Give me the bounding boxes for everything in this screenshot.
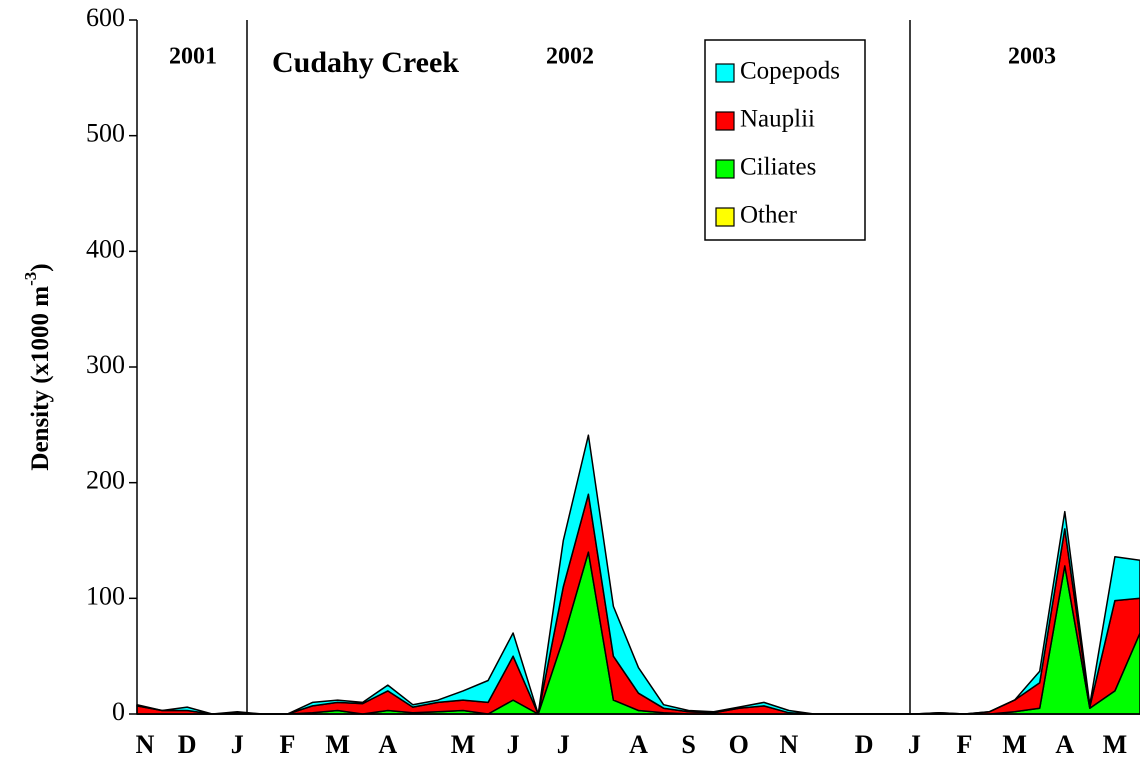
- y-axis-label: Density (x1000 m-3): [21, 263, 54, 470]
- area: [136, 434, 1140, 715]
- y-tick-label: 500: [86, 119, 125, 148]
- x-tick-label: D: [855, 730, 874, 759]
- x-tick-label: A: [1055, 730, 1074, 759]
- legend-swatch: [715, 207, 735, 227]
- legend-swatch: [715, 111, 735, 131]
- x-tick-label: A: [629, 730, 648, 759]
- legend-label: Copepods: [740, 58, 840, 85]
- legend-label: Other: [740, 202, 798, 229]
- y-tick-label: 100: [86, 581, 125, 610]
- x-tick-label: J: [507, 730, 520, 759]
- year-label: 2003: [1008, 44, 1056, 70]
- y-axis-label-suffix: ): [27, 263, 54, 271]
- legend-swatch: [715, 159, 735, 179]
- legend-swatch: [715, 63, 735, 83]
- x-tick-label: M: [1103, 730, 1128, 759]
- x-tick-label: M: [451, 730, 476, 759]
- x-tick-label: A: [378, 730, 397, 759]
- x-tick-label: O: [729, 730, 749, 759]
- x-tick-label: N: [780, 730, 799, 759]
- y-tick-label: 200: [86, 466, 125, 495]
- x-tick-label: J: [557, 730, 570, 759]
- y-tick-label: 0: [112, 697, 125, 726]
- x-tick-label: J: [231, 730, 244, 759]
- legend-label: Nauplii: [740, 106, 815, 133]
- x-tick-label: M: [1002, 730, 1027, 759]
- year-label: 2001: [169, 44, 217, 70]
- x-tick-label: F: [280, 730, 296, 759]
- y-axis-label-sup: -3: [21, 272, 40, 286]
- y-axis-label-text: Density (x1000 m: [27, 286, 54, 471]
- x-tick-label: J: [908, 730, 921, 759]
- legend: Copepods Nauplii Ciliates Other: [715, 58, 840, 229]
- x-tick-label: S: [681, 730, 695, 759]
- y-tick-label: 400: [86, 234, 125, 263]
- year-label: 2002: [546, 44, 594, 70]
- x-tick-label: F: [957, 730, 973, 759]
- chart-title: Cudahy Creek: [272, 46, 459, 79]
- x-tick-label: N: [136, 730, 155, 759]
- areas: [136, 434, 1140, 715]
- y-tick-label: 600: [86, 3, 125, 32]
- legend-label: Ciliates: [740, 154, 816, 181]
- x-tick-label: M: [325, 730, 350, 759]
- x-tick-label: D: [178, 730, 197, 759]
- y-tick-label: 300: [86, 350, 125, 379]
